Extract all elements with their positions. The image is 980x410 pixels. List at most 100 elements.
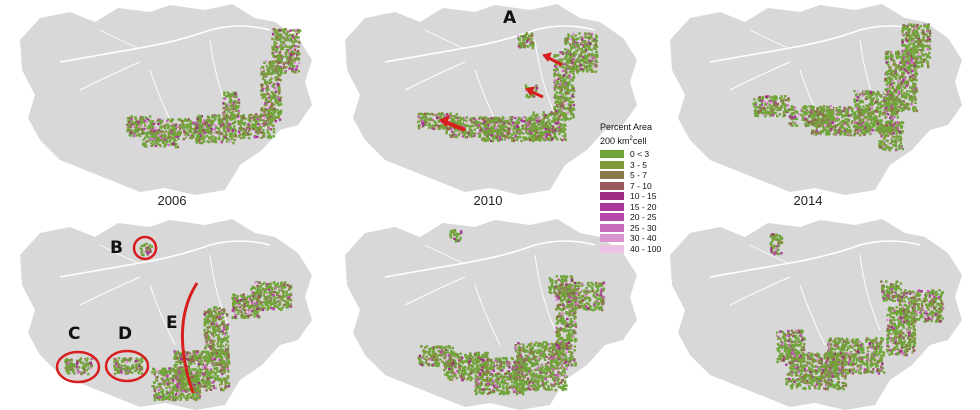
deforestation-cell	[233, 127, 236, 131]
deforestation-cell	[491, 118, 494, 122]
deforestation-cell	[173, 142, 176, 146]
deforestation-cell	[875, 108, 878, 111]
deforestation-cell	[519, 128, 522, 131]
deforestation-cell	[480, 119, 483, 123]
deforestation-cell	[520, 35, 523, 38]
deforestation-cell	[222, 102, 225, 105]
deforestation-cell	[136, 130, 139, 133]
deforestation-cell	[527, 45, 530, 48]
deforestation-cell	[901, 40, 904, 44]
deforestation-cell	[484, 125, 487, 128]
deforestation-cell	[575, 64, 578, 68]
deforestation-cell	[285, 49, 288, 52]
deforestation-cell	[546, 132, 549, 135]
deforestation-cell	[837, 118, 841, 121]
deforestation-cell	[556, 73, 559, 77]
deforestation-cell	[266, 135, 270, 138]
deforestation-cell	[532, 111, 535, 114]
deforestation-cell	[528, 117, 531, 120]
deforestation-cell	[289, 29, 292, 32]
deforestation-cell	[910, 79, 914, 83]
deforestation-cell	[197, 135, 200, 138]
deforestation-cell	[913, 33, 916, 37]
deforestation-cell	[552, 117, 555, 120]
deforestation-cells	[417, 32, 599, 143]
deforestation-cell	[431, 118, 434, 121]
deforestation-cell	[485, 122, 488, 125]
deforestation-cell	[554, 55, 557, 58]
deforestation-cell	[430, 112, 433, 116]
deforestation-cell	[788, 115, 792, 118]
deforestation-cell	[915, 88, 918, 92]
deforestation-cell	[831, 129, 834, 133]
deforestation-cell	[232, 113, 235, 116]
deforestation-cell	[493, 120, 497, 123]
deforestation-cell	[865, 92, 869, 96]
deforestation-cell	[522, 130, 526, 133]
deforestation-cell	[557, 125, 561, 129]
deforestation-cell	[794, 121, 797, 124]
deforestation-cell	[906, 60, 910, 63]
deforestation-cell	[253, 123, 256, 126]
deforestation-cell	[223, 110, 226, 113]
deforestation-cell	[524, 136, 527, 139]
deforestation-cell	[887, 101, 890, 104]
deforestation-cell	[905, 84, 908, 88]
deforestation-cell	[911, 33, 914, 37]
deforestation-cell	[533, 123, 536, 126]
deforestation-cell	[869, 111, 873, 114]
deforestation-cell	[151, 121, 154, 124]
deforestation-cell	[223, 93, 226, 96]
deforestation-cell	[800, 113, 803, 116]
deforestation-cell	[502, 122, 505, 125]
deforestation-cell	[851, 109, 854, 113]
deforestation-cell	[842, 109, 845, 113]
deforestation-cell	[843, 129, 846, 132]
deforestation-cell	[811, 120, 814, 123]
deforestation-cell	[889, 90, 892, 94]
deforestation-cell	[264, 93, 267, 96]
deforestation-cell	[788, 122, 791, 125]
deforestation-cell	[238, 121, 242, 124]
deforestation-cell	[270, 105, 274, 108]
deforestation-cell	[899, 61, 902, 64]
deforestation-cell	[808, 105, 811, 108]
deforestation-cell	[858, 111, 862, 114]
deforestation-cell	[562, 95, 565, 99]
deforestation-cell	[893, 122, 896, 125]
deforestation-cell	[140, 118, 143, 122]
deforestation-cell	[214, 118, 217, 121]
deforestation-cell	[205, 128, 208, 132]
deforestation-cell	[594, 41, 598, 44]
deforestation-cell	[532, 44, 535, 47]
deforestation-cell	[891, 110, 894, 113]
deforestation-cell	[298, 29, 302, 32]
deforestation-cell	[886, 55, 890, 58]
deforestation-cell	[548, 133, 552, 136]
deforestation-cell	[510, 130, 513, 133]
deforestation-cell	[893, 60, 896, 63]
deforestation-cell	[901, 44, 904, 47]
deforestation-cell	[272, 62, 275, 65]
deforestation-cell	[903, 44, 907, 47]
deforestation-cell	[912, 55, 915, 58]
deforestation-cell	[278, 87, 281, 90]
deforestation-cell	[279, 109, 283, 113]
deforestation-cell	[218, 122, 221, 125]
deforestation-cell	[925, 33, 928, 36]
deforestation-cell	[841, 125, 844, 128]
deforestation-cell	[225, 130, 228, 134]
deforestation-cell	[571, 92, 575, 96]
deforestation-cell	[875, 121, 878, 124]
deforestation-cell	[264, 81, 267, 84]
deforestation-cell	[280, 36, 283, 40]
deforestation-cell	[512, 139, 516, 143]
deforestation-cell	[866, 119, 869, 122]
deforestation-cell	[594, 47, 597, 50]
deforestation-cell	[419, 112, 423, 115]
deforestation-cell	[561, 58, 564, 61]
deforestation-cell	[513, 132, 516, 135]
deforestation-cell	[292, 29, 295, 32]
deforestation-cell	[915, 79, 918, 82]
deforestation-cell	[222, 99, 225, 102]
